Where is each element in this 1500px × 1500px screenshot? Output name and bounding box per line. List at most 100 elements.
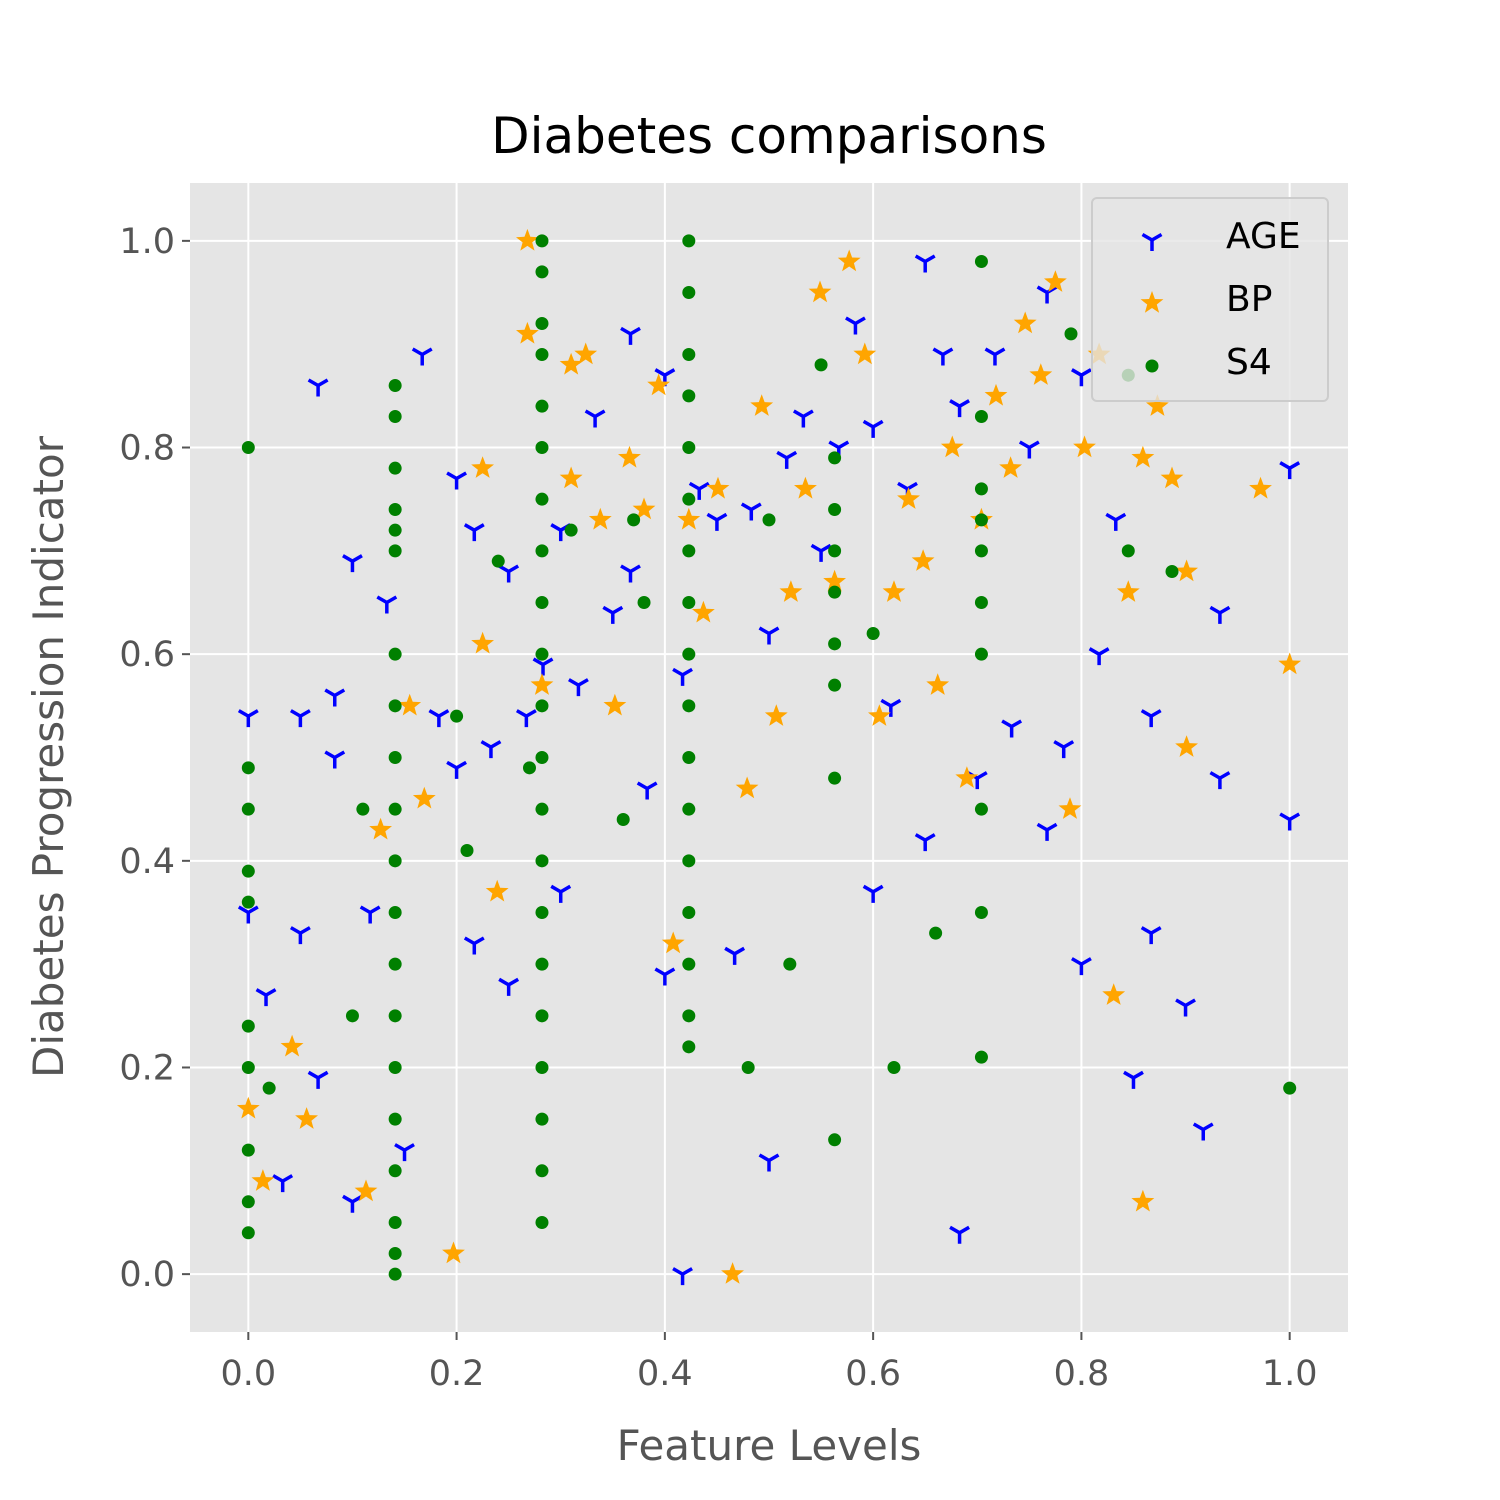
legend-marker-bp <box>1140 291 1164 313</box>
data-point <box>682 957 696 971</box>
data-point <box>741 1060 755 1074</box>
data-point <box>394 1143 415 1162</box>
data-point <box>1064 327 1078 341</box>
legend-label-age: AGE <box>1226 216 1301 257</box>
data-point <box>535 699 549 713</box>
data-point <box>516 228 539 251</box>
data-point <box>345 1009 359 1023</box>
data-point <box>1209 605 1231 624</box>
data-point <box>862 884 884 903</box>
data-point <box>388 1112 402 1126</box>
data-point <box>412 786 436 809</box>
y-tick-label: 0.4 <box>119 842 175 882</box>
data-point <box>324 750 346 769</box>
data-point <box>758 1153 780 1172</box>
data-point <box>535 1215 549 1229</box>
data-point <box>682 348 696 362</box>
data-point <box>776 450 798 469</box>
data-point <box>1283 1081 1297 1095</box>
y-axis-label: Diabetes Progression Indicator <box>24 435 73 1078</box>
data-point <box>411 347 433 366</box>
data-point <box>535 1009 549 1023</box>
data-point <box>783 957 797 971</box>
data-point <box>823 569 846 592</box>
data-point <box>661 931 685 954</box>
data-point <box>616 812 630 826</box>
data-point <box>999 456 1022 478</box>
data-point <box>262 1081 276 1095</box>
data-point <box>949 1225 970 1244</box>
data-point <box>706 512 728 531</box>
data-point <box>887 1060 901 1074</box>
series-bp <box>236 228 1302 1284</box>
data-point <box>632 497 656 520</box>
data-point <box>932 347 954 366</box>
data-point <box>559 352 583 375</box>
data-point <box>388 905 402 919</box>
legend-marker-age <box>1141 232 1163 251</box>
data-point <box>535 492 549 506</box>
data-point <box>1140 709 1162 728</box>
data-point <box>682 751 696 764</box>
data-point <box>853 342 877 365</box>
data-point <box>1146 394 1169 416</box>
legend-marker-age-shape <box>1141 232 1163 251</box>
x-tick-label: 0.4 <box>637 1354 693 1394</box>
data-point <box>914 833 936 852</box>
data-point <box>618 445 641 468</box>
data-point <box>535 905 549 919</box>
data-point <box>1073 435 1096 458</box>
data-point <box>388 1009 402 1023</box>
data-point <box>984 347 1006 366</box>
data-point <box>810 543 832 562</box>
data-point <box>295 1107 318 1129</box>
x-axis-label: Feature Levels <box>617 1421 922 1470</box>
data-point <box>241 1195 255 1209</box>
data-point <box>672 667 693 686</box>
data-point <box>682 802 696 816</box>
data-point <box>647 373 670 396</box>
data-point <box>1001 719 1023 738</box>
data-point <box>535 1112 549 1126</box>
data-point <box>682 544 696 558</box>
data-point <box>535 647 549 661</box>
y-tick-label: 0.2 <box>119 1048 175 1088</box>
data-point <box>682 905 696 919</box>
data-point <box>1116 580 1140 602</box>
series-age <box>237 254 1301 1286</box>
data-point <box>897 487 920 509</box>
data-point <box>688 481 710 500</box>
data-point <box>1192 1122 1214 1141</box>
data-point <box>550 884 572 903</box>
data-point <box>792 409 814 428</box>
data-point <box>388 1246 402 1260</box>
data-point <box>828 678 842 692</box>
data-point <box>866 627 880 641</box>
data-point <box>974 802 988 816</box>
data-point <box>758 626 780 645</box>
data-point <box>706 476 730 499</box>
data-point <box>837 249 861 272</box>
data-point <box>237 709 259 728</box>
data-point <box>241 1019 255 1033</box>
data-point <box>828 637 842 651</box>
data-point <box>636 781 658 800</box>
data-point <box>682 492 696 506</box>
data-point <box>911 549 935 571</box>
data-point <box>388 1164 402 1178</box>
data-point <box>588 507 612 530</box>
data-point <box>241 761 255 775</box>
data-point <box>984 383 1008 406</box>
data-point <box>356 802 370 816</box>
data-point <box>442 1241 465 1264</box>
data-point <box>880 698 902 717</box>
data-point <box>535 957 549 971</box>
data-point <box>388 647 402 661</box>
data-point <box>862 419 884 438</box>
data-point <box>974 255 988 269</box>
data-point <box>289 709 311 728</box>
legend-entry-s4: S4 <box>1145 342 1272 383</box>
data-point <box>241 864 255 878</box>
data-point <box>535 802 549 816</box>
